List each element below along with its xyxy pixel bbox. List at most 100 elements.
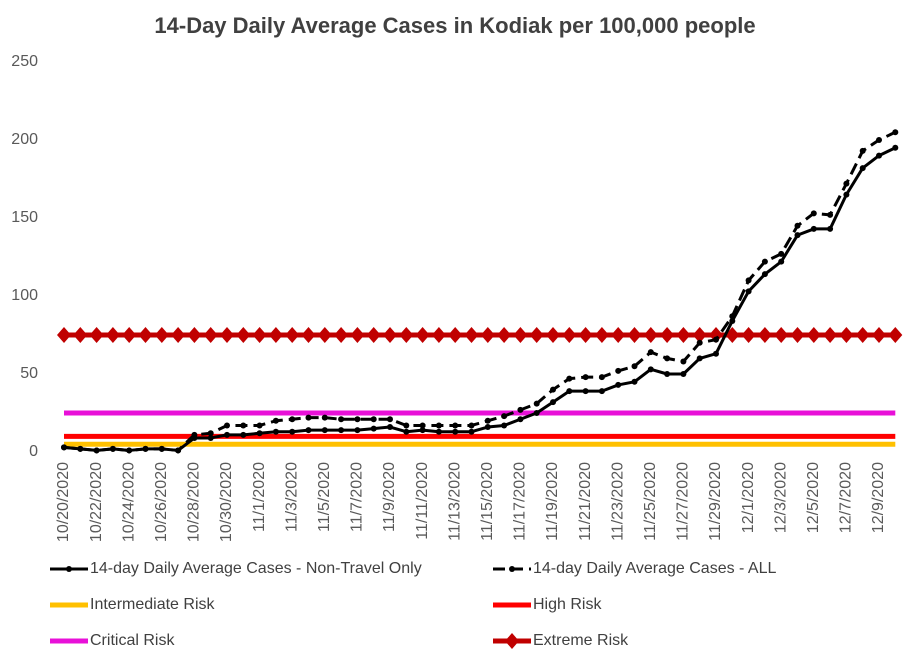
point — [745, 277, 752, 284]
point — [236, 327, 251, 343]
y-tick-label: 0 — [29, 443, 38, 460]
point — [187, 327, 202, 343]
legend-entry: Intermediate Risk — [50, 596, 215, 613]
x-tick-label: 10/28/2020 — [186, 462, 203, 542]
point — [452, 428, 459, 435]
point — [403, 422, 410, 429]
point — [660, 327, 675, 343]
x-tick-label: 11/21/2020 — [577, 462, 594, 541]
y-tick-label: 100 — [11, 287, 38, 304]
point — [285, 327, 300, 343]
point — [550, 386, 556, 393]
point — [598, 388, 605, 395]
point — [843, 191, 850, 198]
point — [729, 313, 736, 320]
y-tick-label: 50 — [20, 365, 38, 382]
point — [501, 422, 508, 429]
point — [158, 445, 165, 452]
x-tick-label: 11/11/2020 — [414, 462, 431, 540]
point — [468, 428, 475, 435]
x-tick-label: 11/1/2020 — [251, 462, 268, 532]
x-tick-label: 10/22/2020 — [88, 462, 105, 542]
point — [696, 355, 703, 362]
x-tick-label: 10/30/2020 — [218, 462, 235, 542]
point — [550, 399, 556, 406]
point — [203, 327, 218, 343]
y-tick-label: 250 — [11, 53, 38, 70]
x-tick-label: 11/5/2020 — [316, 462, 333, 532]
point — [464, 327, 479, 343]
series — [61, 129, 899, 454]
y-tick-label: 200 — [11, 131, 38, 148]
point — [154, 327, 169, 343]
x-tick-label: 11/7/2020 — [349, 462, 366, 532]
point — [892, 129, 899, 136]
point — [224, 431, 230, 438]
point — [89, 327, 104, 343]
point — [729, 317, 736, 324]
point — [419, 422, 426, 429]
point — [77, 445, 84, 452]
point — [305, 427, 312, 434]
point — [876, 137, 882, 143]
point — [334, 327, 349, 343]
point — [517, 406, 524, 413]
legend-entry: High Risk — [493, 596, 602, 613]
point — [827, 225, 834, 232]
point — [566, 388, 573, 395]
series — [61, 144, 899, 454]
point — [468, 422, 475, 429]
legend-label: 14-day Daily Average Cases - ALL — [533, 560, 777, 577]
point — [256, 430, 263, 437]
point — [354, 416, 361, 423]
point — [387, 416, 393, 423]
point — [321, 414, 328, 421]
point — [435, 422, 442, 429]
point — [142, 445, 149, 452]
point — [546, 327, 560, 343]
point — [366, 327, 381, 343]
point — [415, 327, 430, 343]
legend-entry: Critical Risk — [50, 632, 175, 649]
legend-label: High Risk — [533, 596, 602, 613]
point — [872, 327, 886, 343]
point — [484, 417, 491, 424]
point — [370, 416, 377, 423]
point — [745, 288, 752, 295]
x-tick-label: 10/24/2020 — [120, 462, 137, 542]
point — [207, 430, 214, 437]
point — [513, 327, 528, 343]
legend-marker — [66, 566, 72, 572]
point — [480, 327, 495, 343]
point — [533, 400, 540, 407]
point — [761, 258, 768, 265]
point — [207, 434, 214, 441]
point — [403, 428, 410, 435]
point — [566, 375, 573, 382]
point — [431, 327, 446, 343]
point — [794, 232, 801, 239]
point — [301, 327, 316, 343]
point — [387, 424, 393, 431]
point — [598, 374, 605, 381]
point — [73, 327, 88, 343]
legend-label: Extreme Risk — [533, 632, 629, 649]
x-tick-label: 11/17/2020 — [512, 462, 529, 541]
point — [855, 327, 870, 343]
point — [289, 416, 296, 423]
point — [272, 428, 279, 435]
point — [529, 327, 544, 343]
point — [452, 422, 459, 429]
x-tick-label: 10/20/2020 — [55, 462, 72, 542]
point — [647, 349, 654, 356]
point — [761, 271, 768, 278]
x-tick-label: 12/7/2020 — [838, 462, 855, 533]
point — [843, 180, 850, 187]
point — [741, 327, 756, 343]
point — [774, 327, 789, 343]
legend-label: 14-day Daily Average Cases - Non-Travel … — [90, 560, 422, 577]
legend-entry: Extreme Risk — [493, 632, 629, 649]
point — [497, 327, 512, 343]
point — [859, 165, 866, 172]
